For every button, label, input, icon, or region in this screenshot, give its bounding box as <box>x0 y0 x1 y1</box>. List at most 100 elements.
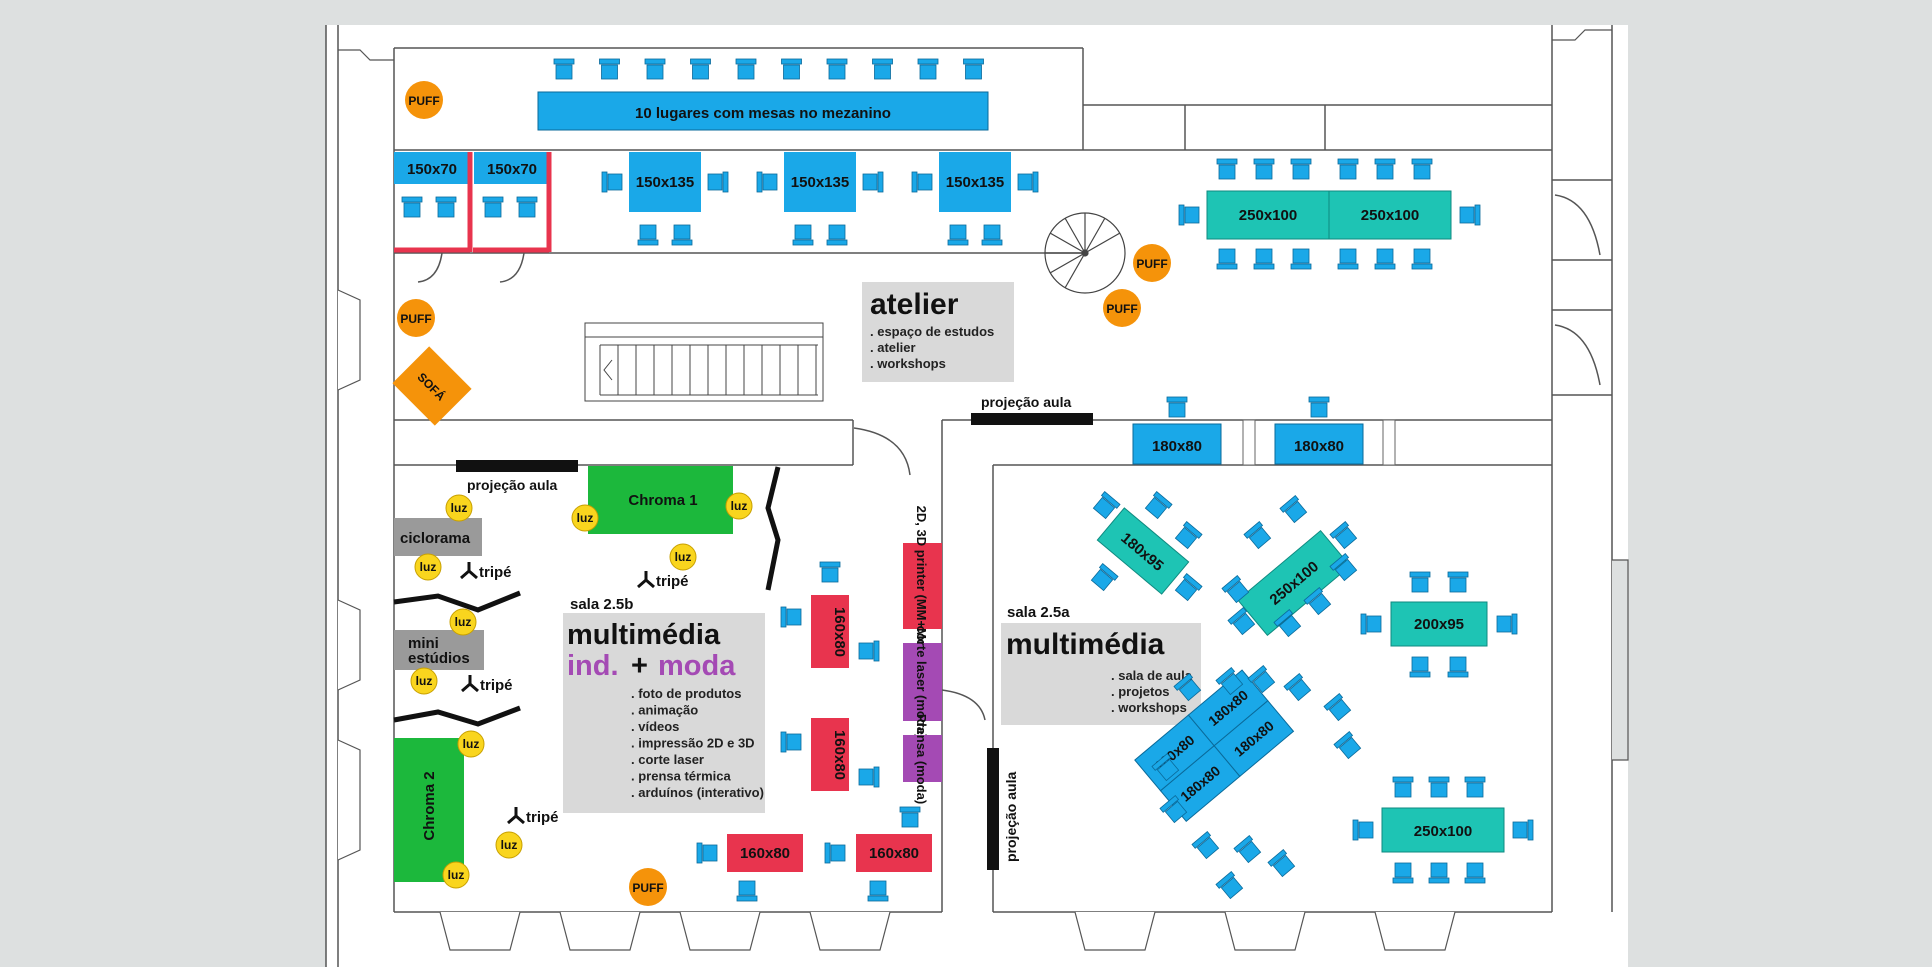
sala-2-5b-item: . impressão 2D e 3D <box>631 736 755 751</box>
chair-icon <box>1273 609 1302 638</box>
chair-icon <box>401 196 423 218</box>
chair-icon <box>696 842 718 864</box>
svg-text:luz: luz <box>455 615 472 629</box>
table-mid-1 <box>629 152 701 212</box>
chair-icon <box>1308 396 1330 418</box>
station-laser-label: corte laser (moda) <box>914 626 929 739</box>
chair-icon <box>1279 495 1308 524</box>
table-bottom-right <box>1381 807 1505 853</box>
chair-icon <box>826 224 848 246</box>
chair-icon <box>1352 819 1374 841</box>
puff-3-label: PUFF <box>1136 257 1167 271</box>
chair-icon <box>1409 656 1431 678</box>
chair-icon <box>826 58 848 80</box>
table-top-right-2 <box>1328 190 1452 240</box>
table-cluster: 180x80 180x80 180x80 180x80 <box>1134 669 1295 823</box>
small-desk-chairs <box>401 196 538 218</box>
mezzanine-chairs <box>553 58 984 80</box>
puff-4-label: PUFF <box>1106 302 1137 316</box>
svg-text:luz: luz <box>448 868 465 882</box>
luz-icon: luz <box>725 492 753 520</box>
window-bays <box>337 29 1629 951</box>
chair-icon <box>1159 795 1188 824</box>
chair-icon <box>1337 248 1359 270</box>
chair-icon <box>1447 656 1469 678</box>
station-prensa <box>903 735 942 782</box>
chair-icon <box>1464 776 1486 798</box>
svg-text:luz: luz <box>420 560 437 574</box>
sala-2-5b-item: . corte laser <box>631 752 704 767</box>
chair-icon <box>780 606 802 628</box>
projection-screen-2-5b <box>456 460 578 472</box>
tripod-icon: tripé <box>637 571 689 590</box>
tripod-icon: tripé <box>461 675 513 694</box>
table-red-h1 <box>727 834 803 872</box>
svg-text:tripé: tripé <box>480 677 513 694</box>
chair-icon <box>1166 396 1188 418</box>
sala-2-5b-item: . arduínos (interativo) <box>631 785 764 800</box>
sala-2-5b-code: sala 2.5b <box>570 596 633 613</box>
chair-icon <box>1253 248 1275 270</box>
sala-2-5a-title: multimédia <box>1006 628 1165 661</box>
atelier-item-3: . workshops <box>870 356 946 371</box>
chair-icon <box>1173 673 1202 702</box>
tripods: tripé tripé tripé tripé <box>460 562 689 826</box>
table-right-200x95 <box>1390 601 1488 647</box>
sala-2-5b-moda: moda <box>658 650 736 682</box>
chair-icon <box>963 58 984 80</box>
chair-icon <box>780 731 802 753</box>
table-row-1-label: 180x80 <box>1152 438 1202 455</box>
luz-icon: luz <box>495 831 523 859</box>
chair-icon <box>1392 862 1414 884</box>
sala-2-5b-ind: ind. <box>567 650 619 682</box>
sala-2-5b-title: multimédia <box>567 619 721 651</box>
chair-icon <box>1392 776 1414 798</box>
table-top-right-2-label: 250x100 <box>1361 207 1419 224</box>
sala-2-5b-item: . foto de produtos <box>631 686 741 701</box>
chair-icon <box>981 224 1003 246</box>
chair-icon <box>1174 521 1203 550</box>
chair-icon <box>911 171 933 193</box>
table-right-200x95-label: 200x95 <box>1414 616 1464 633</box>
atelier-item-2: . atelier <box>870 340 916 355</box>
chair-icon <box>824 842 846 864</box>
chair-icon <box>1227 607 1256 636</box>
table-red-h2 <box>856 834 932 872</box>
sala-2-5b-item: . prensa térmica <box>631 769 731 784</box>
station-laser <box>903 643 942 721</box>
chair-icon <box>1144 491 1173 520</box>
sala-2-5b-item: . animação <box>631 703 698 718</box>
chair-icon <box>1374 158 1396 180</box>
chair-icon <box>736 880 758 902</box>
chair-icon <box>1411 158 1433 180</box>
chair-icon <box>1283 673 1312 702</box>
chair-icon <box>1090 563 1119 592</box>
atelier-item-1: . espaço de estudos <box>870 324 994 339</box>
chair-icon <box>1512 819 1534 841</box>
table-small-a <box>394 152 470 184</box>
station-3d-printer-label: 2D, 3D printer (MM+Moda) <box>914 506 929 667</box>
atelier-title: atelier <box>870 288 959 321</box>
table-red-v1 <box>811 595 849 668</box>
table-red-v2 <box>811 718 849 791</box>
red-partitions <box>394 152 552 253</box>
svg-text:luz: luz <box>463 737 480 751</box>
chair-icon <box>1428 776 1450 798</box>
sala-2-5a-item-2: . projetos <box>1111 684 1170 699</box>
table-red-h2-label: 160x80 <box>869 845 919 862</box>
chair-icon <box>947 224 969 246</box>
sala-2-5a-chairs <box>1090 491 1534 900</box>
tripod-icon: tripé <box>460 562 512 581</box>
chair-icon <box>1360 613 1382 635</box>
chair-icon <box>435 196 457 218</box>
chair-icon <box>644 58 666 80</box>
table-red-h1-label: 160x80 <box>740 845 790 862</box>
luz-icon: luz <box>410 667 438 695</box>
table-mid-2-label: 150x135 <box>791 174 849 191</box>
projection-screen-2-5a <box>987 748 999 870</box>
chair-icon <box>1496 613 1518 635</box>
chair-icon <box>482 196 504 218</box>
chair-icon <box>1333 731 1362 760</box>
chair-icon <box>867 880 889 902</box>
